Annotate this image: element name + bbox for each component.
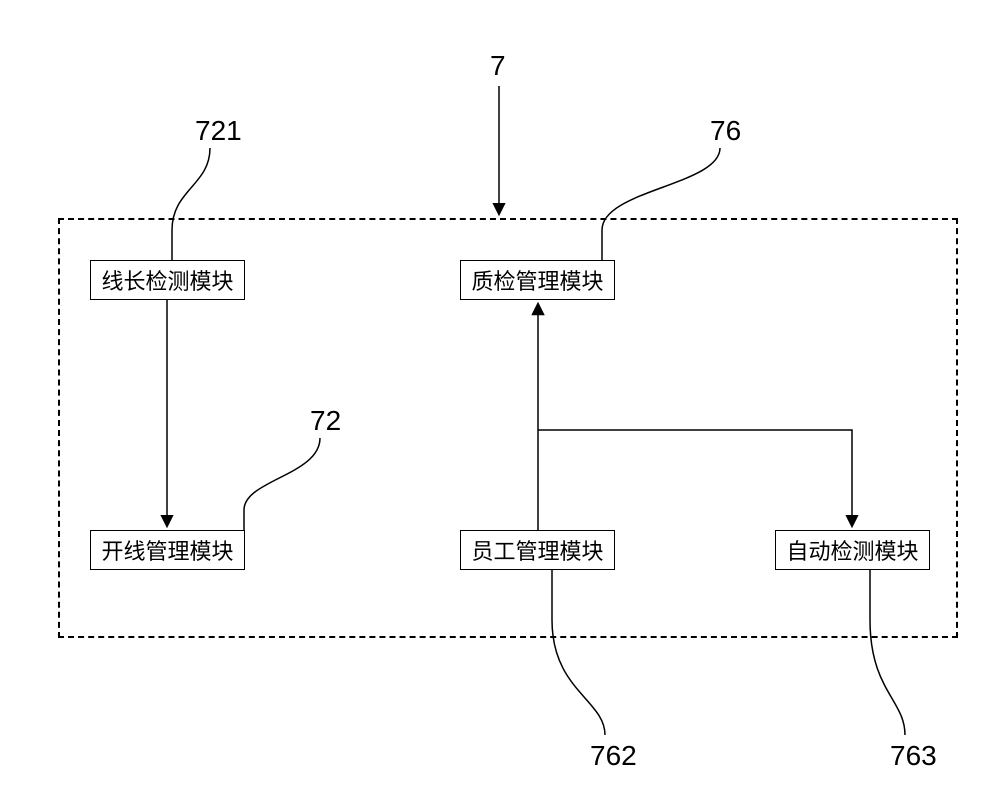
node-label: 开线管理模块 — [101, 534, 233, 566]
node-employee-management: 员工管理模块 — [460, 530, 615, 570]
ref-721: 721 — [195, 115, 242, 147]
node-qc-management: 质检管理模块 — [460, 260, 615, 300]
ref-763: 763 — [890, 740, 937, 772]
ref-label-text: 763 — [890, 740, 937, 771]
node-auto-detect: 自动检测模块 — [775, 530, 930, 570]
node-label: 员工管理模块 — [471, 534, 603, 566]
node-line-length-detect: 线长检测模块 — [90, 260, 245, 300]
ref-76: 76 — [710, 115, 741, 147]
ref-label-text: 72 — [310, 405, 341, 436]
node-open-line-management: 开线管理模块 — [90, 530, 245, 570]
ref-label-text: 721 — [195, 115, 242, 146]
node-label: 质检管理模块 — [471, 264, 603, 296]
ref-762: 762 — [590, 740, 637, 772]
ref-label-text: 762 — [590, 740, 637, 771]
node-label: 自动检测模块 — [786, 534, 918, 566]
ref-label-text: 7 — [490, 50, 506, 81]
node-label: 线长检测模块 — [101, 264, 233, 296]
ref-label-text: 76 — [710, 115, 741, 146]
ref-7: 7 — [490, 50, 506, 82]
ref-72: 72 — [310, 405, 341, 437]
